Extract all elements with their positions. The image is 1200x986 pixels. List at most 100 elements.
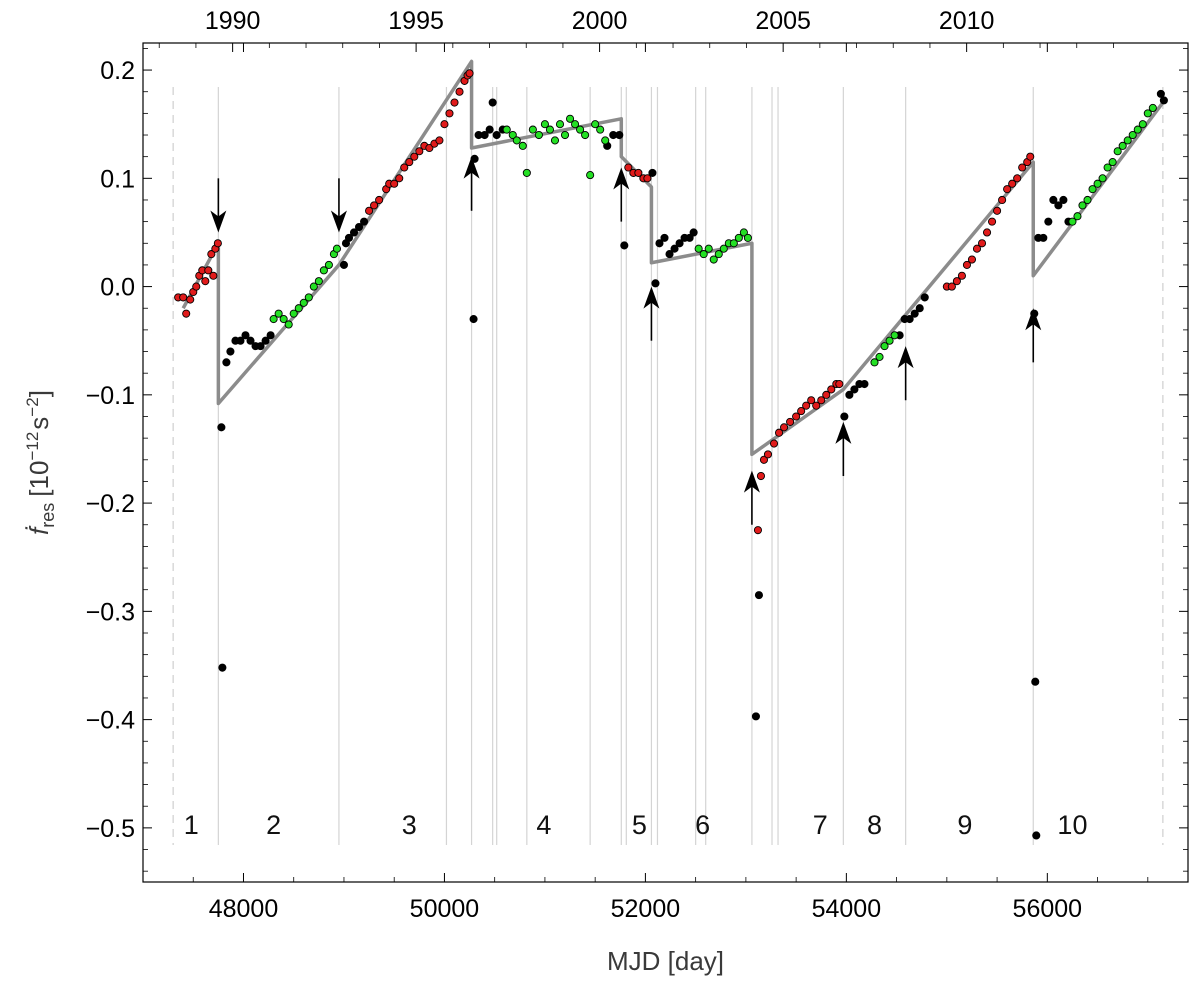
x-tick-label: 48000 (209, 895, 279, 923)
data-point (1156, 89, 1165, 98)
data-point (648, 168, 657, 177)
data-point (660, 233, 669, 242)
data-point (1031, 677, 1040, 686)
data-point (947, 282, 956, 291)
data-point (596, 125, 605, 134)
data-point (400, 163, 409, 172)
data-point (822, 390, 831, 399)
data-point (1049, 195, 1058, 205)
data-point (920, 293, 929, 302)
x-tick-label: 54000 (812, 895, 882, 923)
year-tick-label: 2010 (939, 7, 995, 35)
data-point (709, 255, 718, 264)
data-point (344, 233, 354, 242)
data-point (246, 336, 255, 345)
data-point (581, 130, 590, 140)
data-point (435, 136, 444, 145)
segment-label: 1 (184, 810, 199, 840)
data-point (890, 331, 899, 340)
data-point (236, 336, 245, 345)
data-point (1159, 96, 1168, 105)
data-point (982, 228, 992, 237)
data-point (370, 201, 379, 210)
y-tick-label: −0.4 (86, 707, 135, 735)
data-point (689, 228, 698, 237)
data-point (1113, 147, 1122, 156)
data-point (1059, 195, 1068, 205)
data-point (1032, 831, 1041, 840)
data-point (576, 125, 585, 134)
y-axis-title: ḟres [10−12 s−2] (23, 390, 58, 535)
plot-frame (142, 42, 1189, 883)
data-point (620, 241, 629, 250)
data-point (875, 352, 884, 361)
glitch-arrow-down-head (330, 210, 347, 233)
data-point (314, 277, 323, 286)
data-point (284, 320, 293, 329)
data-point (802, 401, 811, 410)
data-point (670, 244, 679, 253)
data-point (555, 120, 565, 129)
data-point (694, 244, 703, 253)
data-point (1078, 201, 1087, 210)
segment-label: 5 (632, 810, 647, 840)
data-point (440, 120, 449, 129)
data-point (910, 309, 919, 318)
data-point (1088, 185, 1097, 194)
glitch-arrow-up-head (463, 156, 480, 179)
data-point (763, 450, 773, 459)
y-tick-label: −0.2 (86, 490, 135, 518)
data-point (465, 69, 474, 78)
data-point (375, 195, 384, 205)
data-point (299, 298, 308, 307)
data-point (279, 315, 288, 324)
data-point (395, 174, 404, 183)
data-point (1093, 179, 1102, 188)
data-point (332, 244, 341, 253)
y-tick-label: −0.5 (86, 815, 135, 843)
data-point (485, 125, 494, 134)
data-point (502, 125, 511, 134)
model-fit-polyline (181, 59, 1165, 457)
data-point (988, 217, 997, 226)
data-point (774, 428, 784, 437)
data-point (294, 304, 303, 313)
data-point (734, 233, 743, 242)
data-point (957, 271, 966, 280)
data-point (522, 168, 531, 177)
segment-labels: 1 2 3 4 5 6 7 8 9 10 (184, 810, 1088, 840)
data-point (812, 401, 821, 410)
y-axis-symbol: ḟ (24, 525, 54, 535)
data-point (218, 663, 227, 672)
data-point (817, 396, 826, 405)
y-axis-subscript: res (38, 503, 58, 528)
glitch-arrow-down-head (210, 210, 227, 233)
data-point (241, 331, 250, 340)
data-point (488, 98, 497, 107)
data-point (354, 222, 364, 232)
data-point (685, 233, 694, 242)
data-point (508, 130, 517, 140)
data-point (209, 271, 218, 280)
data-point (455, 87, 464, 96)
y-axis-units-exp2: −2 (23, 397, 42, 416)
data-point (880, 342, 889, 351)
year-tick-label: 2005 (755, 7, 811, 35)
data-point (269, 315, 278, 324)
data-point (651, 279, 660, 288)
data-point (1003, 185, 1012, 194)
data-points (174, 69, 1168, 840)
data-point (835, 379, 844, 389)
data-point (870, 358, 879, 367)
segment-label: 3 (402, 810, 417, 840)
model-fit-line (181, 59, 1165, 457)
data-point (390, 179, 399, 188)
data-point (492, 130, 501, 140)
year-tick-label: 1990 (205, 7, 261, 35)
data-point (1073, 212, 1082, 221)
data-point (759, 455, 769, 464)
data-point (1123, 136, 1132, 145)
data-point (450, 98, 459, 107)
data-point (915, 304, 924, 313)
data-point (1018, 163, 1027, 172)
